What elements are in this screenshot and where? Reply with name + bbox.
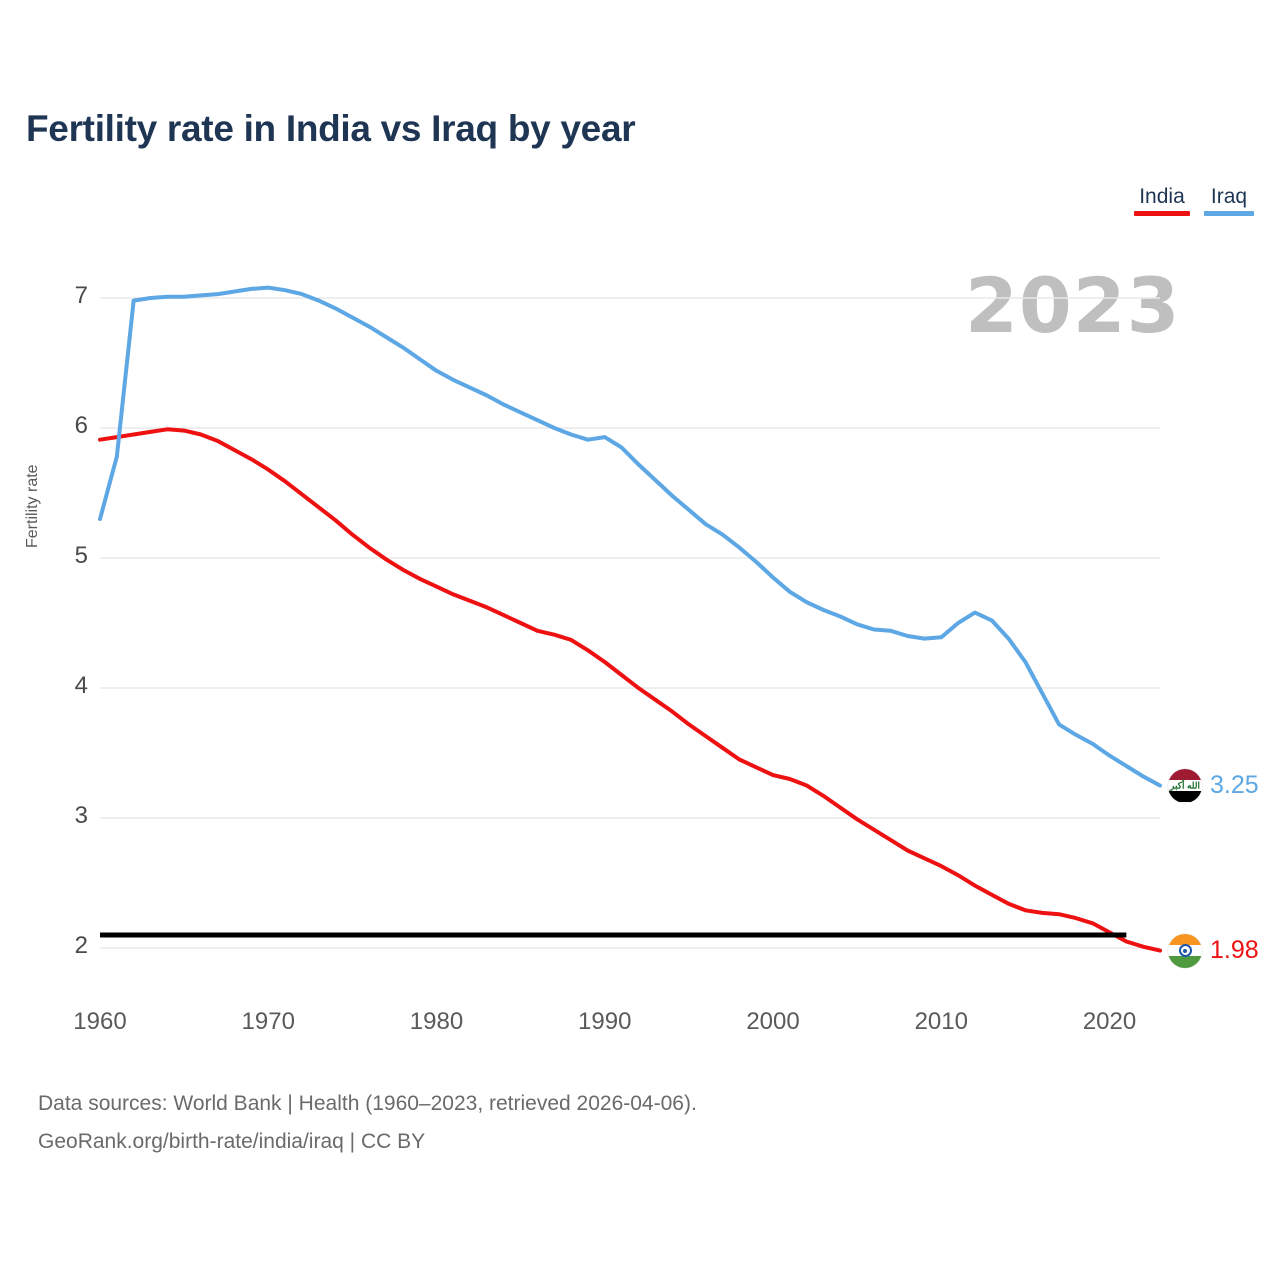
legend-color-swatch-india	[1134, 211, 1190, 216]
page-title: Fertility rate in India vs Iraq by year	[26, 108, 636, 149]
endpoint-india: 1.98	[1168, 933, 1259, 968]
footer-data-sources: Data sources: World Bank | Health (1960–…	[38, 1092, 697, 1115]
x-tick-label: 1980	[409, 1008, 464, 1035]
y-axis-title: Fertility rate	[24, 464, 41, 548]
y-tick-label: 5	[74, 542, 88, 569]
x-tick-label: 1970	[241, 1008, 295, 1035]
legend-label-india: India	[1139, 185, 1185, 208]
india-flag-icon	[1168, 933, 1202, 968]
footer-license: GeoRank.org/birth-rate/india/iraq | CC B…	[38, 1130, 426, 1153]
series-lines	[98, 285, 1162, 953]
y-tick-label: 6	[74, 412, 88, 439]
endpoint-value-iraq: 3.25	[1210, 771, 1259, 799]
y-tick-label: 2	[74, 932, 88, 959]
series-line-iraq	[98, 285, 1162, 788]
y-tick-label: 7	[74, 282, 88, 309]
x-tick-label: 1960	[73, 1008, 127, 1035]
iraq-flag-icon: الله أكبر	[1168, 768, 1202, 803]
x-tick-label: 2020	[1082, 1008, 1137, 1035]
x-tick-label: 2010	[914, 1008, 968, 1035]
endpoint-iraq: الله أكبر 3.25	[1168, 768, 1259, 803]
x-tick-label: 1990	[578, 1008, 632, 1035]
legend-label-iraq: Iraq	[1210, 185, 1248, 208]
legend-item-india[interactable]: India	[1134, 185, 1190, 216]
chart-legend: India Iraq	[1134, 185, 1254, 216]
y-tick-label: 4	[74, 672, 88, 699]
endpoint-value-india: 1.98	[1210, 936, 1259, 965]
legend-item-iraq[interactable]: Iraq	[1204, 185, 1254, 216]
y-tick-label: 3	[74, 802, 88, 829]
series-line-india	[98, 427, 1162, 953]
x-tick-label: 2000	[746, 1008, 800, 1035]
gridlines	[100, 297, 1160, 949]
legend-color-swatch-iraq	[1204, 211, 1254, 216]
footer-attribution: Data sources: World Bank | Health (1960–…	[38, 1085, 697, 1161]
